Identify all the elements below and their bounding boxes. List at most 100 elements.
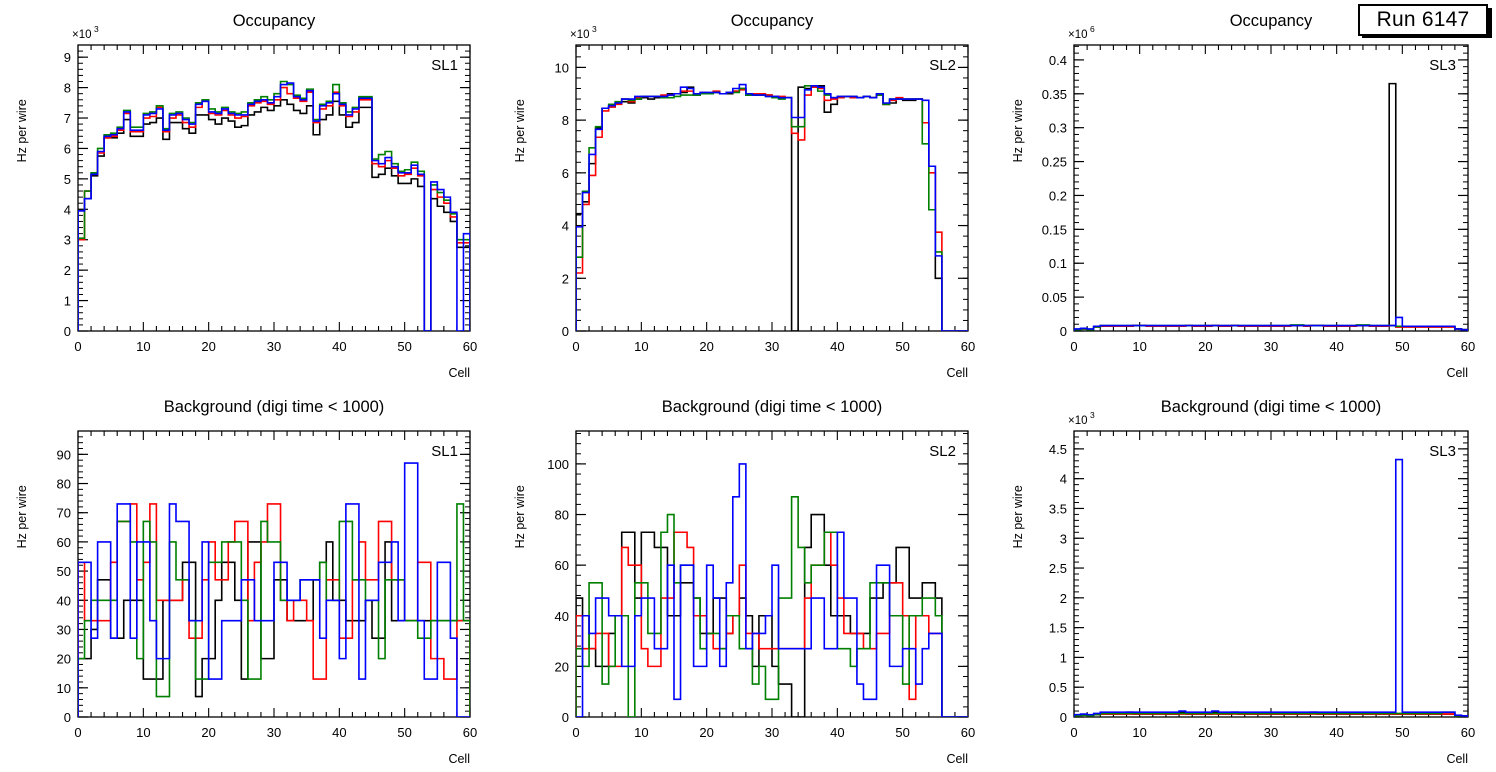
histogram-series: [576, 83, 968, 331]
plot-frame: [1073, 430, 1469, 718]
y-axis-ticks: 0 0.5 1 1.5 2 2.5 3 3.5 4 4.5: [1049, 430, 1468, 725]
x-axis-label: Cell: [1446, 366, 1468, 380]
superlayer-label: SL1: [431, 57, 458, 74]
run-badge-shadow-right: [1488, 8, 1492, 38]
y-tick-label: 8: [562, 113, 569, 128]
y-tick-label: 0: [1060, 710, 1067, 725]
y-tick-label: 70: [57, 506, 71, 521]
x-axis-ticks: 0 10 20 30 40 50 60: [572, 431, 975, 740]
y-axis-ticks: 0 2 4 6 8 10: [555, 45, 968, 339]
y-tick-label: 6: [64, 141, 71, 156]
x-tick-label: 0: [572, 725, 579, 740]
x-tick-label: 20: [699, 339, 713, 354]
y-tick-label: 7: [64, 111, 71, 126]
panel-title: Occupancy: [1230, 12, 1313, 30]
panel-title: Occupancy: [233, 12, 316, 30]
x-tick-label: 10: [1132, 725, 1146, 740]
x-tick-label: 40: [332, 725, 346, 740]
x-axis-ticks: 0 10 20 30 40 50 60: [74, 45, 477, 354]
x-tick-label: 10: [136, 339, 150, 354]
x-tick-label: 10: [634, 725, 648, 740]
superlayer-label: SL3: [1429, 443, 1456, 460]
y-tick-label: 50: [57, 564, 71, 579]
y-axis-exponent-superscript: 3: [592, 24, 597, 34]
x-tick-label: 20: [201, 725, 215, 740]
y-tick-label: 80: [555, 508, 569, 523]
y-tick-label: 3: [1060, 531, 1067, 546]
histogram-series-group: [576, 83, 968, 331]
plot-frame: [575, 44, 969, 332]
x-tick-label: 60: [1461, 339, 1475, 354]
histogram-series: [576, 85, 968, 331]
y-axis-ticks: 0 10 20 30 40 50 60 70 80 90: [57, 430, 470, 725]
histogram-series-group: [78, 80, 470, 331]
x-tick-label: 30: [267, 339, 281, 354]
y-axis-ticks: 0 0.05 0.1 0.15 0.2 0.25 0.3 0.35 0.4: [1042, 45, 1468, 339]
y-tick-label: 3: [64, 233, 71, 248]
x-tick-label: 10: [136, 725, 150, 740]
histogram-series: [78, 80, 470, 331]
x-tick-label: 20: [1198, 725, 1212, 740]
y-tick-label: 4: [64, 202, 71, 217]
superlayer-label: SL2: [929, 57, 956, 74]
pad-occupancy-sl2: Occupancy ×10 3 Hz per wire Cell SL2 0 10 20 30 40…: [498, 0, 996, 386]
x-tick-label: 50: [397, 725, 411, 740]
y-axis-ticks: 0 1 2 3 4 5 6 7 8 9: [64, 44, 470, 339]
y-tick-label: 9: [64, 50, 71, 65]
y-tick-label: 60: [57, 535, 71, 550]
x-tick-label: 40: [830, 339, 844, 354]
y-axis-ticks: 0 20 40 60 80 100: [547, 433, 968, 725]
histogram-series-group: [78, 462, 470, 717]
y-tick-label: 4: [562, 219, 569, 234]
x-tick-label: 60: [463, 725, 477, 740]
x-axis-label: Cell: [448, 752, 470, 766]
x-tick-label: 60: [961, 339, 975, 354]
x-tick-label: 10: [1132, 339, 1146, 354]
x-axis-label: Cell: [1446, 752, 1468, 766]
y-axis-label: Hz per wire: [513, 99, 527, 162]
y-axis-exponent-superscript: 6: [1090, 24, 1095, 34]
histogram-series: [576, 463, 968, 717]
x-tick-label: 20: [1198, 339, 1212, 354]
x-tick-label: 50: [1395, 339, 1409, 354]
x-axis-ticks: 0 10 20 30 40 50 60: [1070, 45, 1475, 354]
run-badge-label: Run 6147: [1376, 8, 1470, 31]
x-tick-label: 30: [267, 725, 281, 740]
y-tick-label: 0.35: [1042, 87, 1067, 102]
y-tick-label: 6: [562, 166, 569, 181]
y-axis-exponent-superscript: 3: [1090, 410, 1095, 420]
x-tick-label: 0: [74, 725, 81, 740]
y-tick-label: 2: [562, 271, 569, 286]
y-tick-label: 40: [57, 593, 71, 608]
x-axis-ticks: 0 10 20 30 40 50 60: [1070, 431, 1475, 740]
panel-title: Occupancy: [731, 12, 814, 30]
pad-background-sl3: Background (digi time < 1000) ×10 3 Hz per …: [996, 386, 1496, 772]
x-tick-label: 50: [895, 725, 909, 740]
y-axis-label: Hz per wire: [1011, 99, 1025, 162]
x-tick-label: 40: [1329, 725, 1343, 740]
histogram-series-group: [576, 463, 968, 717]
y-tick-label: 3.5: [1049, 501, 1067, 516]
histogram-series: [78, 98, 470, 331]
x-tick-label: 30: [765, 725, 779, 740]
y-tick-label: 0.15: [1042, 222, 1067, 237]
y-axis-exponent: ×10: [1068, 415, 1088, 427]
histogram-series: [1074, 458, 1468, 717]
plot-background-sl1: Background (digi time < 1000) Hz per wire…: [15, 398, 477, 766]
x-tick-label: 40: [1329, 339, 1343, 354]
x-tick-label: 30: [1264, 339, 1278, 354]
pad-occupancy-sl1: Occupancy ×10 3 Hz per wire Cell SL1 0 10 20 30 40…: [0, 0, 498, 386]
run-badge-shadow: [1362, 34, 1492, 38]
histogram-series: [576, 86, 968, 331]
superlayer-label: SL1: [431, 443, 458, 460]
plot-frame: [77, 44, 471, 332]
superlayer-label: SL2: [929, 443, 956, 460]
histogram-series: [1074, 82, 1468, 331]
histogram-series: [576, 85, 968, 331]
x-tick-label: 60: [961, 725, 975, 740]
superlayer-label: SL3: [1429, 57, 1456, 74]
x-tick-label: 10: [634, 339, 648, 354]
x-tick-label: 20: [201, 339, 215, 354]
